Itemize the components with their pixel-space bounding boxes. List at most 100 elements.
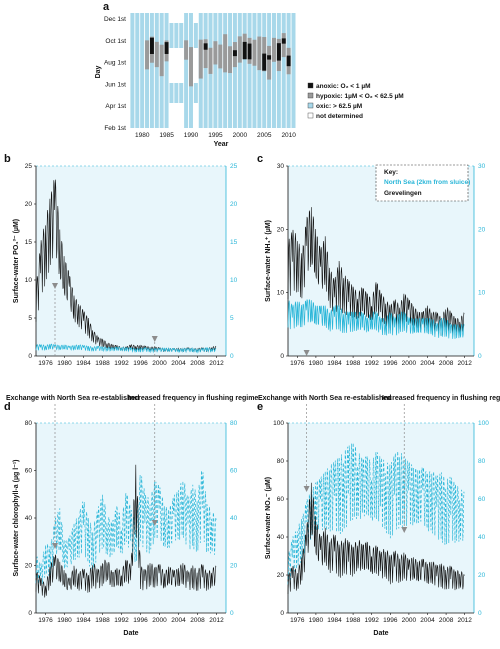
ytick-label: 40: [25, 515, 33, 522]
ytick-label: 10: [277, 290, 285, 297]
xtick-label: 1984: [327, 617, 342, 624]
ytick-label: 100: [273, 420, 284, 427]
y2tick-label: 0: [478, 353, 482, 360]
event-arrow: [151, 336, 158, 342]
xtick-label: 1992: [114, 617, 129, 624]
xtick-label: 1984: [327, 360, 342, 367]
xtick-label: 1992: [114, 360, 129, 367]
panel-c-letter: c: [257, 153, 263, 165]
xtick-label: 2008: [439, 617, 454, 624]
y2tick-label: 0: [230, 610, 234, 617]
panel-a-hypoxic-cell: [223, 34, 228, 73]
xtick-label: 1980: [57, 617, 72, 624]
panel-a-oxic-cell: [237, 13, 242, 128]
panel-a-oxic-cell: [193, 83, 198, 103]
ytick-label: 80: [25, 420, 33, 427]
panel-a-hypoxic-cell: [184, 40, 189, 60]
panel-a-anoxic-cell: [276, 43, 281, 61]
panel-a-xlabel: Year: [214, 141, 229, 148]
ytick-label: 30: [277, 163, 285, 170]
xtick-label: 1980: [309, 360, 324, 367]
annotation-flushing-right: Increased frequency in flushing regime: [382, 395, 500, 402]
xtick-label: 2012: [457, 617, 472, 624]
ytick-label: 20: [277, 572, 285, 579]
panel-a-hypoxic-cell: [271, 37, 276, 62]
xtick-label: 1976: [290, 360, 305, 367]
north-sea-line: [287, 442, 465, 585]
xtick-label: 2004: [171, 617, 186, 624]
legend-label: oxic: > 62.5 µM: [316, 103, 362, 110]
legend-north-sea: North Sea (2km from sluice): [384, 179, 470, 186]
ytick-label: 25: [25, 163, 33, 170]
y2tick-label: 60: [478, 496, 486, 503]
panel-a-oxic-cell: [164, 13, 169, 128]
panel-a-hypoxic-cell: [198, 39, 203, 79]
ytick-label: 15: [25, 239, 33, 246]
panel-d-chart: 0 0 20 20 40 40 60 60 80 80 1976 1980 1984 1988 1992 19…: [13, 404, 238, 637]
ytick-label: 0: [28, 610, 32, 617]
xtick-label: 1976: [38, 617, 53, 624]
panel-a-anoxic-cell: [262, 53, 267, 71]
panel-a-ytick: Jun 1st: [105, 81, 126, 88]
panel-a-hypoxic-cell: [154, 41, 159, 68]
xtick-label: 1984: [76, 617, 91, 624]
panel-a-anoxic-cell: [149, 37, 154, 54]
y2tick-label: 30: [478, 163, 486, 170]
panel-a-ytick: Apr 1st: [105, 103, 126, 110]
y2tick-label: 40: [478, 534, 486, 541]
panel-a-anoxic-cell: [247, 43, 252, 60]
panel-a-hypoxic-cell: [281, 33, 286, 58]
event-arrow: [303, 486, 310, 492]
panel-a-oxic-cell: [213, 13, 218, 128]
panel-a-hypoxic-cell: [237, 36, 242, 63]
legend-label: anoxic: O₂ < 1 µM: [316, 83, 371, 90]
ytick-label: 40: [277, 534, 285, 541]
panel-a-anoxic-cell: [286, 55, 291, 67]
event-arrow: [52, 283, 58, 289]
y2tick-label: 5: [230, 315, 234, 322]
panel-a-anoxic-cell: [203, 43, 208, 50]
grevelingen-line: [287, 482, 465, 595]
event-arrow: [52, 543, 58, 549]
y2tick-label: 20: [478, 226, 486, 233]
xtick-label: 2008: [190, 617, 205, 624]
legend-title: Key:: [384, 169, 398, 176]
y2tick-label: 40: [230, 515, 238, 522]
xtick-label: 2000: [152, 617, 167, 624]
ylabel: Surface-water PO₄³⁻ (µM): [13, 219, 20, 303]
panel-a-oxic-cell: [135, 13, 140, 128]
xtick-label: 1996: [383, 360, 398, 367]
panel-a-oxic-cell: [203, 13, 208, 128]
panel-a-anoxic-cell: [267, 55, 272, 60]
panel-a-oxic-cell: [149, 13, 154, 128]
xtick-label: 2004: [420, 617, 435, 624]
panel-a-ytick: Oct 1st: [105, 38, 126, 45]
panel-a-oxic-cell: [291, 13, 296, 128]
ytick-label: 20: [25, 563, 33, 570]
xtick-label: 2012: [457, 360, 472, 367]
panel-a-xtick: 2000: [233, 132, 248, 139]
panel-a-hypoxic-cell: [213, 41, 218, 65]
xtick-label: 1984: [76, 360, 91, 367]
ytick-label: 10: [25, 277, 33, 284]
panel-a-hypoxic-cell: [257, 36, 262, 71]
panel-a-ytick: Dec 1st: [104, 16, 126, 23]
y2tick-label: 15: [230, 239, 238, 246]
panel-a-oxic-cell: [247, 13, 252, 128]
panel-a-oxic-cell: [184, 13, 189, 128]
panel-a-ylabel: Day: [95, 65, 102, 78]
xtick-label: 1988: [346, 617, 361, 624]
panel-a-xtick: 1995: [208, 132, 223, 139]
panel-a-heatmap: Dec 1st Oct 1st Aug 1st Jun 1st Apr 1st Feb 1…: [104, 13, 296, 139]
panel-a-oxic-cell: [271, 13, 276, 128]
panel-a-hypoxic-cell: [188, 47, 193, 87]
ytick-label: 80: [277, 458, 285, 465]
panel-a-oxic-cell: [130, 13, 135, 128]
xtick-label: 1988: [95, 617, 110, 624]
xtick-label: 2012: [209, 617, 224, 624]
xtick-label: 1980: [57, 360, 72, 367]
panel-a-hypoxic-cell: [203, 39, 208, 69]
xtick-label: 2008: [439, 360, 454, 367]
event-arrow: [401, 527, 408, 533]
panel-a-xtick: 1980: [135, 132, 150, 139]
